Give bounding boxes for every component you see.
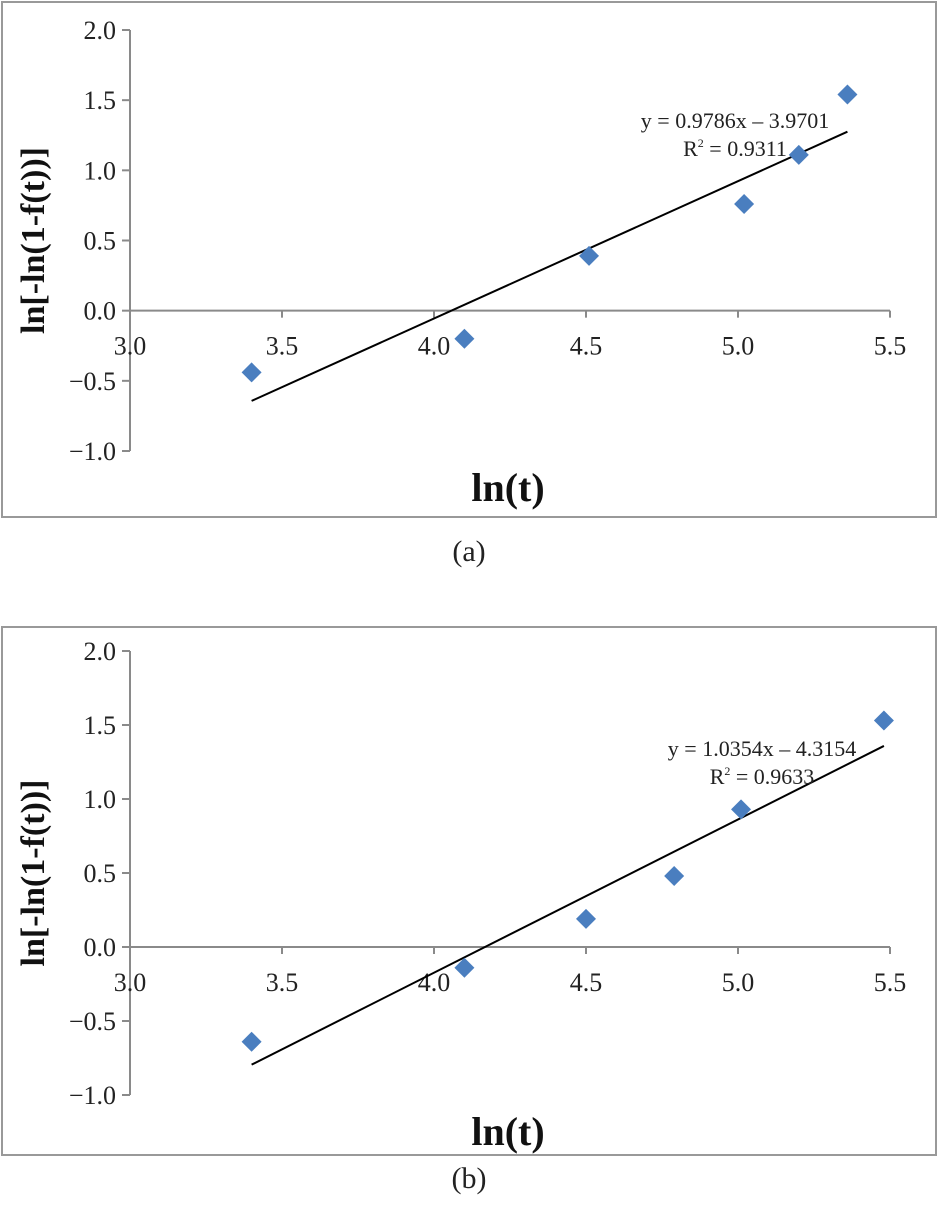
data-point — [579, 245, 600, 266]
panel-caption: (b) — [452, 1162, 487, 1195]
data-point — [837, 84, 858, 105]
panel-caption: (a) — [452, 535, 485, 568]
x-tick-label: 3.0 — [114, 332, 147, 361]
x-tick-label: 5.5 — [874, 332, 907, 361]
r-squared-value: = 0.9311 — [704, 136, 787, 161]
data-point — [576, 908, 596, 929]
data-point — [664, 865, 685, 886]
y-tick-label: 2.0 — [84, 637, 117, 666]
chart-panel-b: 2.01.51.00.50.0−0.5−1.03.0 3.5 4.0 4.5 5.0 5.… — [1, 626, 937, 1156]
r-squared-label: R2 = 0.9311 — [683, 136, 787, 161]
x-tick-label: 5.0 — [722, 968, 755, 997]
chart-panel-a: 2.0 1.5 1.0 0.5 0.0 −0.5 −1.0 3.0 3.5 4.0 4.5 5.0 5.… — [1, 1, 937, 518]
data-point — [454, 328, 475, 349]
r-squared-value: = 0.9633 — [730, 764, 814, 789]
x-tick-label: 3.5 — [266, 332, 299, 361]
chart-frame — [1, 626, 937, 1156]
x-tick-label: 3.0 — [114, 968, 147, 997]
x-tick-label: 4.5 — [570, 332, 603, 361]
x-axis-title: ln(t) — [471, 465, 544, 510]
data-point — [241, 362, 262, 383]
superscript-2: 2 — [724, 764, 730, 778]
trendline-equation: y = 1.0354x – 4.3154 — [668, 736, 856, 761]
x-axis-title: ln(t) — [471, 1109, 544, 1154]
r-squared-label: R2 = 0.9633 — [710, 764, 815, 789]
data-point — [241, 1031, 262, 1052]
superscript-2: 2 — [698, 136, 704, 150]
x-tick-label: 4.0 — [418, 332, 451, 361]
data-point — [734, 194, 755, 215]
y-tick-label: 1.0 — [84, 785, 117, 814]
trendline — [251, 745, 885, 1066]
data-point — [454, 957, 475, 978]
y-tick-label: −0.5 — [69, 367, 116, 396]
y-tick-label: −0.5 — [69, 1007, 116, 1036]
y-tick-label: 0.0 — [84, 933, 117, 962]
y-tick-label: 0.0 — [84, 297, 117, 326]
data-point — [873, 710, 894, 731]
y-tick-label: −1.0 — [69, 437, 116, 466]
x-tick-label: 4.5 — [570, 968, 603, 997]
r-symbol: R — [710, 764, 725, 789]
r-symbol: R — [683, 136, 698, 161]
y-tick-label: −1.0 — [69, 1081, 116, 1110]
trendline-equation: y = 0.9786x – 3.9701 — [641, 108, 829, 133]
y-tick-label: 0.5 — [84, 859, 117, 888]
y-tick-label: 1.5 — [84, 86, 117, 115]
chart-frame — [1, 1, 937, 518]
data-point — [788, 144, 809, 165]
data-point — [731, 799, 752, 820]
y-tick-label: 2.0 — [84, 16, 117, 45]
y-tick-label: 1.0 — [84, 156, 117, 185]
x-tick-label: 5.0 — [722, 332, 755, 361]
trendline — [251, 130, 848, 402]
x-tick-label: 3.5 — [266, 968, 299, 997]
x-tick-label: 5.5 — [874, 968, 907, 997]
y-tick-label: 1.5 — [84, 711, 117, 740]
y-tick-label: 0.5 — [84, 227, 117, 256]
y-axis-title: ln[-ln(1-f(t))] — [15, 780, 52, 967]
y-axis-title: ln[-ln(1-f(t))] — [15, 147, 52, 334]
